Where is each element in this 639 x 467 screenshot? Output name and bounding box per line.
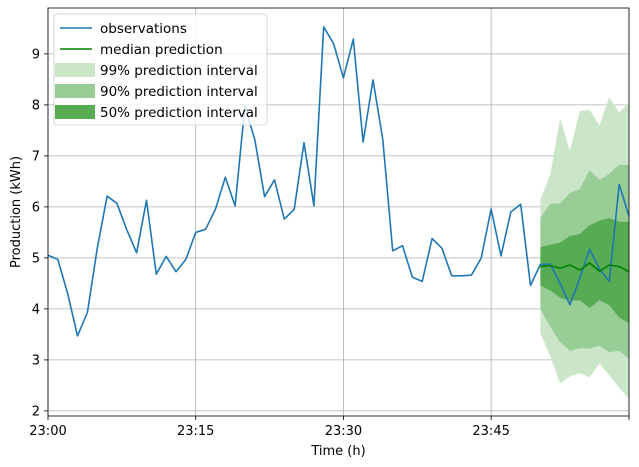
legend-label-0: observations	[100, 21, 187, 37]
y-tick-label-2: 4	[32, 302, 40, 317]
y-tick-label-3: 5	[32, 251, 40, 266]
y-tick-label-6: 8	[32, 98, 40, 113]
x-axis-label: Time (h)	[310, 444, 365, 459]
y-tick-label-7: 9	[32, 47, 40, 62]
legend-label-1: median prediction	[100, 42, 223, 58]
plot-frame	[47, 7, 630, 417]
legend-swatch-4	[55, 105, 95, 119]
x-tick-label-0: 23:00	[29, 424, 66, 439]
interval-band-2	[540, 218, 629, 324]
x-tick-label-2: 23:30	[325, 424, 362, 439]
series-line-1	[540, 262, 630, 273]
legend-label-3: 90% prediction interval	[100, 84, 258, 100]
legend-label-2: 99% prediction interval	[100, 63, 258, 79]
x-axis-ticks: 23:00 23:15 23:30 23:45	[29, 416, 630, 439]
legend-swatch-2	[55, 63, 95, 77]
y-tick-label-1: 3	[32, 353, 40, 368]
x-tick-label-1: 23:15	[177, 424, 214, 439]
legend-label-4: 50% prediction interval	[100, 105, 258, 121]
legend-box	[53, 13, 268, 126]
y-tick-label-4: 6	[32, 200, 40, 215]
series-lines	[47, 26, 630, 337]
legend-swatch-3	[55, 84, 95, 98]
legend: observations median prediction 99% predict…	[53, 13, 268, 126]
y-tick-label-0: 2	[32, 404, 40, 419]
y-axis-label: Production (kWh)	[9, 156, 24, 268]
series-line-0	[47, 26, 630, 337]
y-tick-label-5: 7	[32, 149, 40, 164]
prediction-intervals	[540, 97, 629, 399]
x-tick-label-3: 23:45	[472, 424, 509, 439]
y-axis-ticks: 2 3 4 5 6 7 8 9	[32, 47, 48, 419]
